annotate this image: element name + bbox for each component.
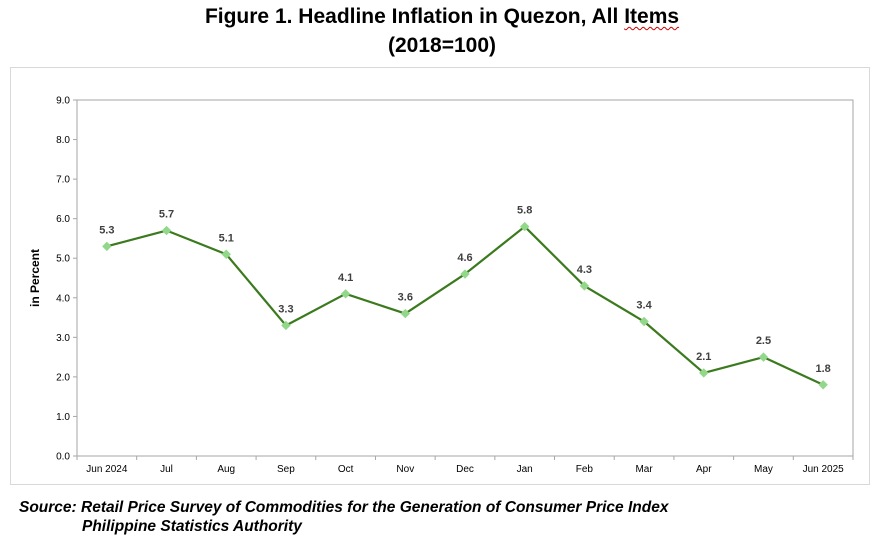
data-label: 4.1 xyxy=(338,272,353,284)
data-label: 3.4 xyxy=(636,300,652,312)
data-point xyxy=(699,368,709,378)
x-tick-label: Dec xyxy=(456,464,474,475)
data-point xyxy=(161,225,172,236)
spellcheck-flagged-word: Items xyxy=(624,5,680,28)
data-label: 5.8 xyxy=(517,205,532,217)
data-label: 3.3 xyxy=(278,303,293,315)
line-chart: 0.0 1.0 2.0 3.0 4.0 5.0 6.0 7.0 8.0 9.0 Jun 2024 Ju… xyxy=(28,96,854,475)
x-tick-label: Jun 2024 xyxy=(86,464,128,475)
y-tick-label: 4.0 xyxy=(56,293,70,304)
y-tick-label: 3.0 xyxy=(56,333,70,344)
x-tick-label: Sep xyxy=(277,464,295,475)
series-line xyxy=(106,225,824,386)
data-label: 1.8 xyxy=(816,363,831,375)
x-tick-label: Nov xyxy=(396,464,414,475)
y-tick-label: 5.0 xyxy=(56,254,70,265)
data-label: 3.6 xyxy=(398,292,413,304)
data-point xyxy=(758,352,769,362)
y-tick-label: 8.0 xyxy=(56,135,70,146)
data-point xyxy=(639,316,649,327)
y-tick-label: 1.0 xyxy=(56,412,70,423)
x-tick-label: May xyxy=(754,464,773,475)
data-point xyxy=(221,249,231,259)
data-label: 5.1 xyxy=(219,232,234,244)
x-tick-label: Jul xyxy=(160,464,173,475)
source-agency: Philippine Statistics Authority xyxy=(82,518,302,535)
data-point xyxy=(400,308,411,319)
x-tick-label: Jun 2025 xyxy=(803,464,845,475)
chart-title-line1: Figure 1. Headline Inflation in Quezon, … xyxy=(0,4,884,29)
y-axis-label: in Percent xyxy=(28,249,42,307)
y-tick-label: 7.0 xyxy=(56,175,70,186)
data-point xyxy=(281,320,291,331)
x-tick-label: Oct xyxy=(338,464,354,475)
y-tick-label: 9.0 xyxy=(56,96,70,107)
data-point xyxy=(460,269,470,279)
data-label: 2.5 xyxy=(756,335,771,347)
data-label: 5.3 xyxy=(99,224,114,236)
x-tick-label: Apr xyxy=(696,464,712,475)
y-tick-label: 6.0 xyxy=(56,214,70,225)
data-point xyxy=(818,380,828,390)
data-point xyxy=(579,281,590,291)
plot-border xyxy=(76,99,854,457)
x-tick-label: Jan xyxy=(517,464,533,475)
x-tick-label: Mar xyxy=(635,464,653,475)
data-point xyxy=(519,221,530,232)
data-label: 4.6 xyxy=(457,252,472,264)
x-tick-label: Feb xyxy=(576,464,594,475)
y-tick-label: 2.0 xyxy=(56,372,70,383)
data-point xyxy=(102,241,112,252)
data-label: 2.1 xyxy=(696,351,711,363)
y-tick-label: 0.0 xyxy=(56,452,70,463)
chart-area: 0.0 1.0 2.0 3.0 4.0 5.0 6.0 7.0 8.0 9.0 Jun 2024 Ju… xyxy=(10,67,870,485)
chart-title-line2: (2018=100) xyxy=(387,34,496,57)
data-label: 4.3 xyxy=(577,264,592,276)
data-point xyxy=(340,289,351,299)
source-line: Source: Retail Price Survey of Commoditi… xyxy=(19,499,669,516)
title-text: Figure 1. Headline Inflation in Quezon, … xyxy=(204,5,625,28)
x-tick-label: Aug xyxy=(217,464,235,475)
data-label: 5.7 xyxy=(159,209,174,221)
